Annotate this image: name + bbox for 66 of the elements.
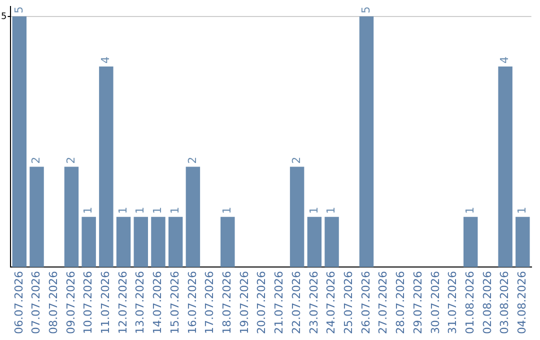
bar xyxy=(168,216,183,268)
x-tick-label: 19.07.2026 xyxy=(238,271,251,334)
bar xyxy=(64,166,79,268)
data-label: 1 xyxy=(168,206,182,214)
bar xyxy=(30,166,44,268)
bar xyxy=(498,66,512,268)
x-tick-label: 17.07.2026 xyxy=(203,271,216,334)
x-tick-label: 06.07.2026 xyxy=(12,271,26,334)
data-label: 1 xyxy=(220,206,234,214)
x-tick-label: 23.07.2026 xyxy=(307,271,320,334)
bar xyxy=(359,16,374,268)
bar xyxy=(463,216,478,268)
bar xyxy=(12,16,27,268)
x-tick-label: 26.07.2026 xyxy=(359,271,372,334)
data-label: 1 xyxy=(307,206,320,214)
x-tick-label: 13.07.2026 xyxy=(134,271,147,334)
bar xyxy=(116,216,131,268)
x-tick-label: 07.07.2026 xyxy=(30,271,43,334)
x-tick-label: 11.07.2026 xyxy=(99,271,112,334)
x-tick-label: 15.07.2026 xyxy=(168,271,182,334)
x-tick-label: 28.07.2026 xyxy=(394,271,408,334)
x-tick-label: 08.07.2026 xyxy=(46,271,60,334)
bar xyxy=(220,216,235,268)
bar xyxy=(324,216,339,268)
x-tick-label: 16.07.2026 xyxy=(186,271,199,334)
bar xyxy=(151,216,166,268)
bar xyxy=(134,216,148,268)
x-tick-label: 18.07.2026 xyxy=(220,271,234,334)
bar xyxy=(99,66,114,268)
x-tick-label: 29.07.2026 xyxy=(411,271,424,334)
bar xyxy=(186,166,200,268)
data-label: 2 xyxy=(30,156,43,164)
data-label: 4 xyxy=(99,56,112,64)
x-tick-label: 12.07.2026 xyxy=(116,271,130,334)
data-label: 1 xyxy=(116,206,130,214)
data-label: 5 xyxy=(359,6,372,14)
data-label: 4 xyxy=(498,56,512,64)
data-label: 1 xyxy=(516,206,529,214)
x-tick-label: 24.07.2026 xyxy=(324,271,338,334)
data-label: 1 xyxy=(151,206,164,214)
x-tick-label: 04.08.2026 xyxy=(516,271,529,334)
data-label: 1 xyxy=(82,206,95,214)
bar xyxy=(307,216,322,268)
data-label: 2 xyxy=(186,156,199,164)
x-tick-label: 01.08.2026 xyxy=(463,271,476,334)
x-tick-label: 10.07.2026 xyxy=(82,271,95,334)
bar xyxy=(290,166,304,268)
data-label: 1 xyxy=(463,206,476,214)
bar xyxy=(516,216,530,268)
x-tick-label: 22.07.2026 xyxy=(290,271,303,334)
x-tick-label: 20.07.2026 xyxy=(255,271,268,334)
x-tick-label: 27.07.2026 xyxy=(376,271,390,334)
bar xyxy=(82,216,96,268)
x-tick-label: 31.07.2026 xyxy=(446,271,460,334)
x-tick-label: 21.07.2026 xyxy=(272,271,286,334)
data-label: 1 xyxy=(134,206,147,214)
x-tick-label: 25.07.2026 xyxy=(342,271,355,334)
x-tick-label: 14.07.2026 xyxy=(151,271,164,334)
data-label: 2 xyxy=(64,156,78,164)
x-tick-label: 09.07.2026 xyxy=(64,271,78,334)
x-tick-label: 02.08.2026 xyxy=(480,271,494,334)
data-label: 2 xyxy=(290,156,303,164)
data-label: 1 xyxy=(324,206,338,214)
x-tick-label: 30.07.2026 xyxy=(428,271,442,334)
x-tick-label: 03.08.2026 xyxy=(498,271,512,334)
data-label: 5 xyxy=(12,6,26,14)
